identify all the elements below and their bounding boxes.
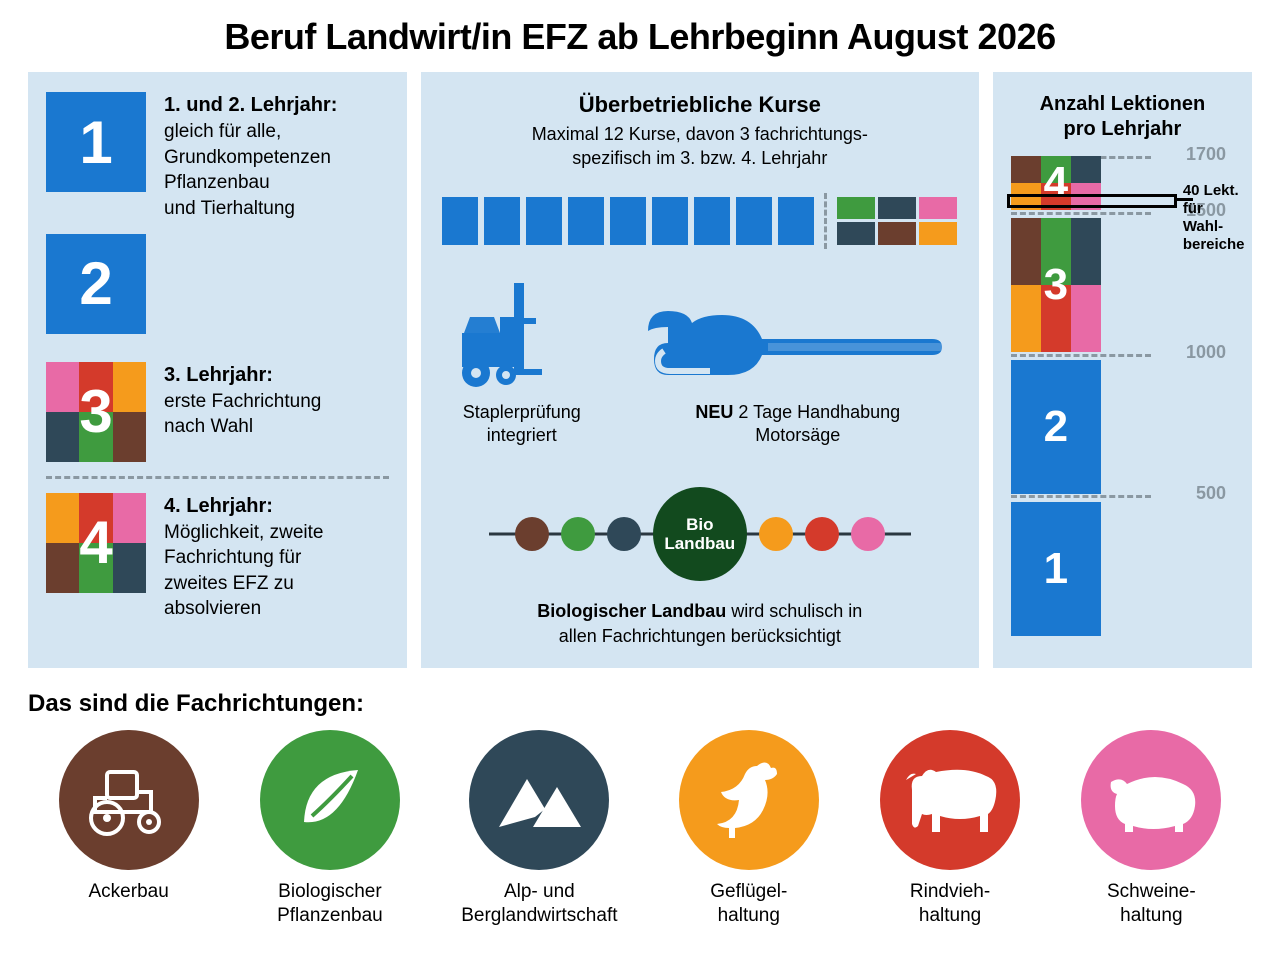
course-block	[568, 197, 604, 245]
course-row	[439, 193, 961, 249]
bio-dot	[515, 517, 549, 551]
bio-dot	[561, 517, 595, 551]
right-title: Anzahl Lektionen pro Lehrjahr	[1011, 92, 1234, 142]
fach-cow: Rindvieh- haltung	[880, 730, 1020, 928]
year-3-box: 3	[46, 362, 146, 462]
equip-forklift: Staplerprüfung integriert	[452, 273, 592, 448]
chart-bar-1: 1	[1011, 502, 1101, 636]
chart-tick-label: 500	[1196, 483, 1226, 504]
course-block	[652, 197, 688, 245]
fach-chicken: Geflügel- haltung	[679, 730, 819, 928]
year4-text: 4. Lehrjahr: Möglichkeit, zweite Fachric…	[164, 493, 389, 623]
bio-big-circle: Bio Landbau	[653, 487, 747, 581]
course-block	[736, 197, 772, 245]
fach-row: Ackerbau Biologischer Pflanzenbau Alp- und…	[0, 730, 1280, 938]
year-1-box: 1	[46, 92, 146, 192]
fach-tractor: Ackerbau	[59, 730, 199, 928]
chart-bar-2: 2	[1011, 360, 1101, 494]
fach-label: Schweine- haltung	[1081, 880, 1221, 928]
chart-annotation: 40 Lekt. für Wahl- bereiche	[1183, 182, 1245, 254]
fach-title: Das sind die Fachrichtungen:	[0, 668, 1280, 730]
chart-bar-3: 3	[1011, 218, 1101, 352]
equip-row: Staplerprüfung integriert NEU 2 Tage Han…	[439, 273, 961, 448]
year-2-box: 2	[46, 234, 146, 334]
year-4-row: 4 4. Lehrjahr: Möglichkeit, zweite Fachr…	[46, 493, 389, 623]
mountain-icon	[469, 730, 609, 870]
year-3-row: 3 3. Lehrjahr: erste Fachrichtung nach W…	[46, 362, 389, 462]
fach-mountain: Alp- und Berglandwirtschaft	[461, 730, 617, 928]
chart-tick-line	[1011, 212, 1151, 215]
course-block	[484, 197, 520, 245]
chainsaw-icon	[648, 303, 948, 393]
bio-dot	[607, 517, 641, 551]
course-block	[442, 197, 478, 245]
bio-dot	[851, 517, 885, 551]
fach-leaf: Biologischer Pflanzenbau	[260, 730, 400, 928]
panels: 1 1. und 2. Lehrjahr: gleich für alle, G…	[0, 72, 1280, 668]
course-block	[778, 197, 814, 245]
page-title: Beruf Landwirt/in EFZ ab Lehrbeginn Augu…	[0, 0, 1280, 72]
fach-label: Alp- und Berglandwirtschaft	[461, 880, 617, 928]
pig-icon	[1081, 730, 1221, 870]
course-block	[610, 197, 646, 245]
cow-icon	[880, 730, 1020, 870]
course-divider	[824, 193, 827, 249]
chart-tick-line	[1011, 495, 1151, 498]
year-1-row: 1 1. und 2. Lehrjahr: gleich für alle, G…	[46, 92, 389, 222]
year-4-box: 4	[46, 493, 146, 593]
chart-tick-label: 1700	[1186, 144, 1226, 165]
year-2-row: 2	[46, 234, 389, 334]
chart-tick-line	[1011, 354, 1151, 357]
bio-row: Bio Landbau	[439, 487, 961, 581]
mid-title: Überbetriebliche Kurse	[439, 92, 961, 118]
bio-dot	[759, 517, 793, 551]
course-grid	[837, 197, 957, 245]
fach-label: Rindvieh- haltung	[880, 880, 1020, 928]
mid-subtitle: Maximal 12 Kurse, davon 3 fachrichtungs-…	[439, 122, 961, 171]
panel-left: 1 1. und 2. Lehrjahr: gleich für alle, G…	[28, 72, 407, 668]
chart-bar-4: 4	[1011, 156, 1101, 210]
year12-text: 1. und 2. Lehrjahr: gleich für alle, Gru…	[164, 92, 389, 222]
bio-dot	[805, 517, 839, 551]
course-block	[526, 197, 562, 245]
year3-text: 3. Lehrjahr: erste Fachrichtung nach Wah…	[164, 362, 389, 440]
fach-label: Geflügel- haltung	[679, 880, 819, 928]
panel-mid: Überbetriebliche Kurse Maximal 12 Kurse,…	[421, 72, 979, 668]
tractor-icon	[59, 730, 199, 870]
chart-tick-label: 1000	[1186, 342, 1226, 363]
equip-chainsaw: NEU 2 Tage Handhabung Motorsäge	[648, 273, 948, 448]
fach-label: Ackerbau	[59, 880, 199, 904]
chart: 500100015001700123440 Lekt. für Wahl- be…	[1011, 156, 1234, 636]
fach-pig: Schweine- haltung	[1081, 730, 1221, 928]
fach-label: Biologischer Pflanzenbau	[260, 880, 400, 928]
course-block	[694, 197, 730, 245]
chicken-icon	[679, 730, 819, 870]
forklift-icon	[452, 283, 592, 393]
leaf-icon	[260, 730, 400, 870]
dash-divider	[46, 476, 389, 479]
panel-right: Anzahl Lektionen pro Lehrjahr 5001000150…	[993, 72, 1252, 668]
bio-text: Biologischer Landbau wird schulisch in a…	[439, 599, 961, 648]
